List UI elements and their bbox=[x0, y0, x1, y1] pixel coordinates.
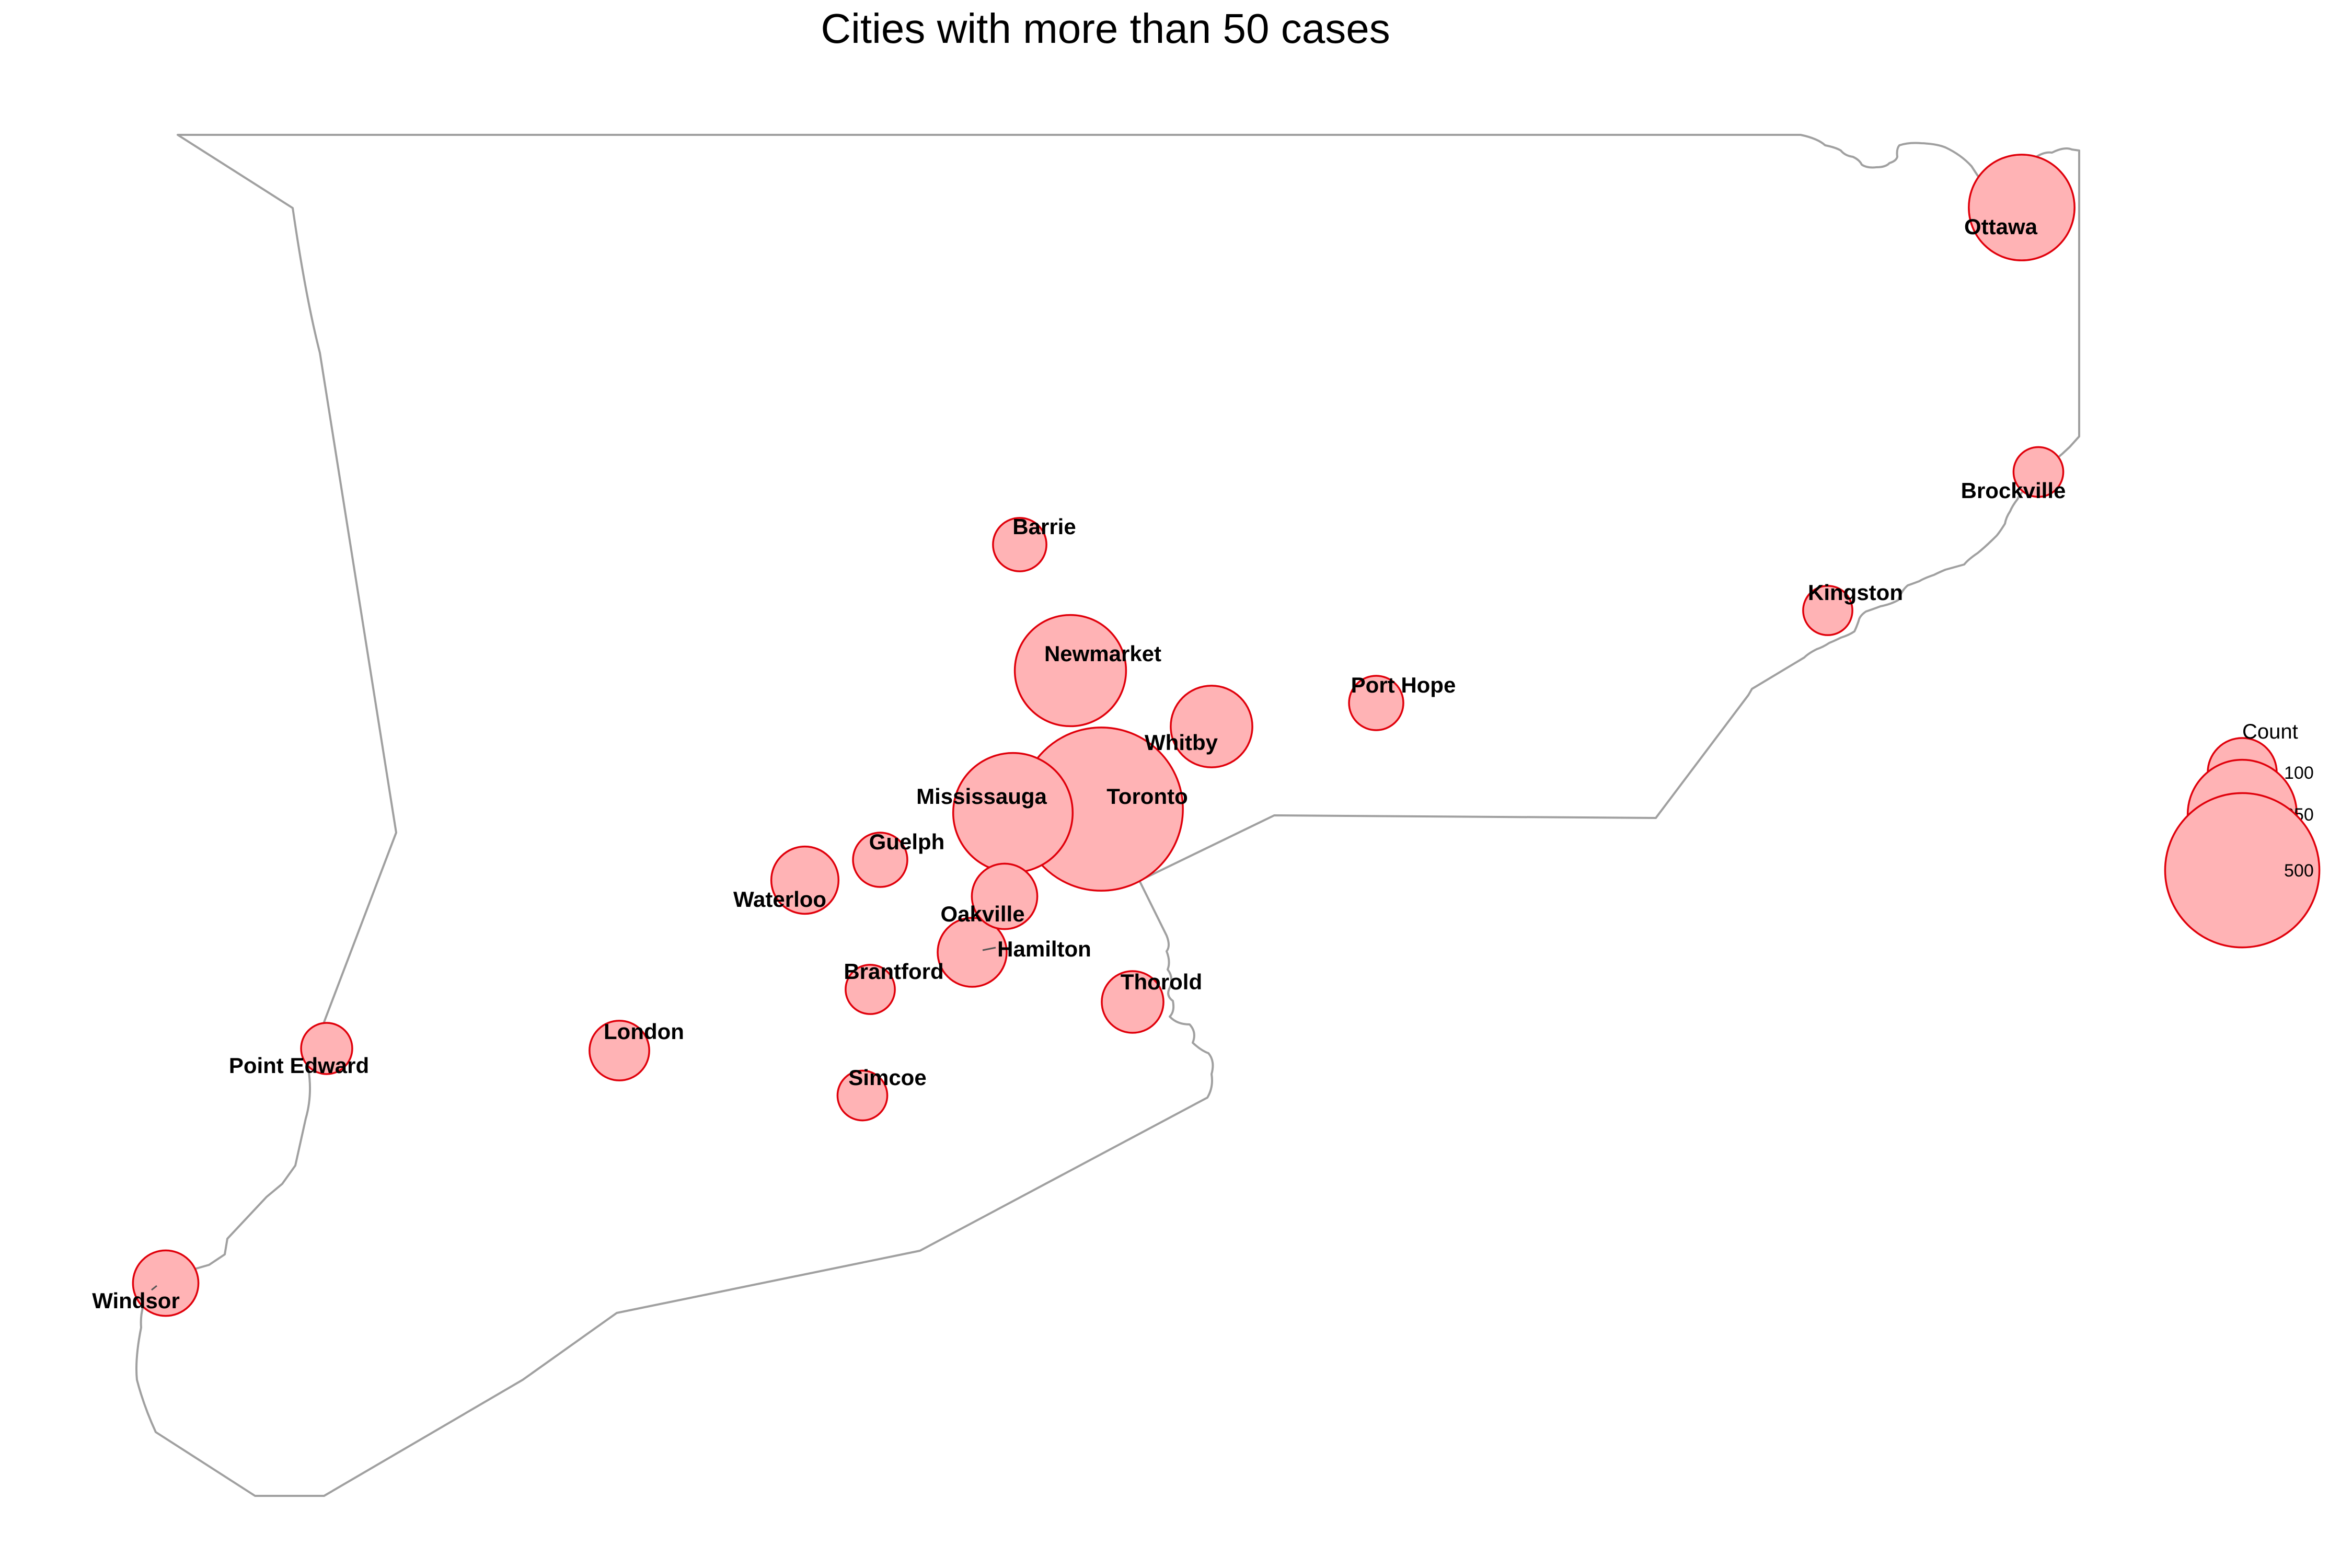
ontario-region-shape bbox=[135, 134, 2080, 1497]
label-point-edward: Point Edward bbox=[229, 1053, 369, 1078]
bubble-kingston bbox=[1802, 585, 1853, 636]
bubble-london bbox=[589, 1020, 650, 1081]
label-toronto: Toronto bbox=[1106, 784, 1188, 809]
label-thorold: Thorold bbox=[1121, 970, 1202, 994]
label-kingston: Kingston bbox=[1808, 580, 1903, 605]
bubble-point-edward bbox=[300, 1022, 353, 1075]
label-hamilton: Hamilton bbox=[997, 937, 1091, 961]
label-london: London bbox=[604, 1019, 684, 1044]
label-barrie: Barrie bbox=[1012, 514, 1076, 539]
label-newmarket: Newmarket bbox=[1044, 641, 1161, 666]
bubble-hamilton bbox=[937, 917, 1008, 988]
legend-label-100: 100 bbox=[2284, 763, 2314, 783]
bubble-windsor bbox=[132, 1249, 200, 1317]
bubble-waterloo bbox=[770, 845, 840, 915]
bubble-brantford bbox=[845, 964, 896, 1015]
leader-windsor bbox=[151, 1285, 157, 1291]
label-whitby: Whitby bbox=[1145, 730, 1218, 755]
bubble-oakville bbox=[971, 862, 1039, 930]
bubble-newmarket bbox=[1013, 614, 1127, 728]
label-ottawa: Ottawa bbox=[1964, 214, 2038, 239]
map-title: Cities with more than 50 cases bbox=[821, 5, 1390, 52]
label-windsor: Windsor bbox=[92, 1288, 180, 1313]
label-port-hope: Port Hope bbox=[1351, 673, 1456, 697]
bubble-whitby bbox=[1170, 685, 1253, 768]
bubble-guelph bbox=[852, 832, 908, 888]
label-waterloo: Waterloo bbox=[733, 887, 826, 912]
bubble-simcoe bbox=[836, 1069, 889, 1122]
legend-title: Count bbox=[2242, 720, 2298, 743]
legend-label-500: 500 bbox=[2284, 861, 2314, 881]
label-guelph: Guelph bbox=[869, 829, 945, 854]
bubble-ottawa bbox=[1968, 154, 2076, 261]
label-simcoe: Simcoe bbox=[848, 1065, 926, 1090]
label-mississauga: Mississauga bbox=[916, 784, 1047, 809]
legend-bubble-500 bbox=[2164, 792, 2321, 949]
label-brockville: Brockville bbox=[1961, 478, 2066, 503]
bubble-brockville bbox=[2012, 446, 2065, 498]
label-brantford: Brantford bbox=[844, 959, 943, 984]
city-bubbles bbox=[132, 154, 2076, 1317]
label-oakville: Oakville bbox=[940, 902, 1024, 926]
bubble-thorold bbox=[1101, 970, 1165, 1034]
bubble-barrie bbox=[992, 517, 1047, 572]
bubble-mississauga bbox=[952, 752, 1074, 874]
city-labels: Toronto Mississauga Newmarket Ottawa Whitby H… bbox=[92, 214, 2066, 1313]
bubble-port-hope bbox=[1348, 675, 1404, 731]
leader-hamilton bbox=[982, 947, 996, 951]
